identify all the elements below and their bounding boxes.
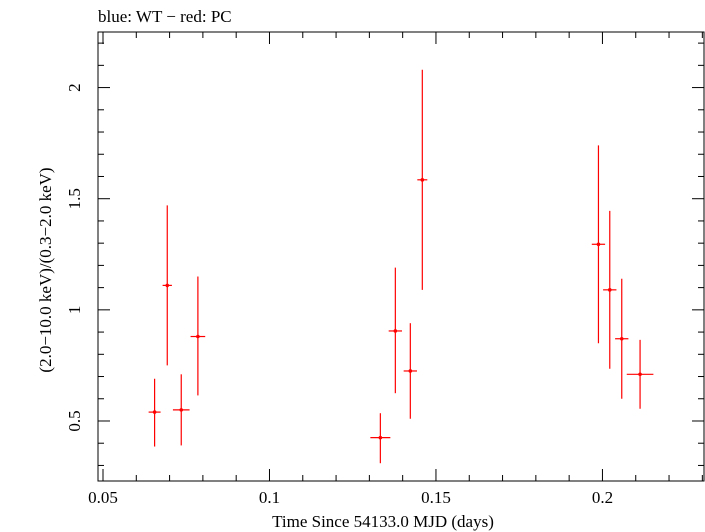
- point-marker: [638, 372, 642, 377]
- point-marker: [152, 410, 157, 414]
- x-axis: 0.05 0.1 0.15 0.2: [88, 32, 703, 507]
- y-tick-label: 0.5: [65, 410, 84, 431]
- y-tick-label: 1: [65, 306, 84, 315]
- point-marker: [607, 288, 612, 292]
- point-marker: [378, 435, 383, 440]
- point-marker: [408, 369, 413, 373]
- x-tick-label: 0.1: [259, 488, 280, 507]
- point-marker: [393, 329, 398, 333]
- data-point: [370, 413, 391, 464]
- data-point: [615, 278, 629, 399]
- data-point: [190, 276, 206, 396]
- y-axis: 0.5 1 1.5 2: [65, 42, 704, 466]
- data-point: [388, 267, 402, 394]
- y-tick-label: 1.5: [65, 188, 84, 209]
- data-series-pc: [148, 69, 654, 464]
- data-point: [603, 210, 617, 369]
- data-point: [172, 374, 190, 446]
- x-tick-label: 0.2: [592, 488, 613, 507]
- y-axis-label: (2.0−10.0 keV)/(0.3−2.0 keV): [36, 167, 55, 372]
- data-point: [162, 205, 172, 366]
- x-tick-label: 0.15: [421, 488, 451, 507]
- point-marker: [619, 336, 624, 341]
- data-point: [148, 378, 161, 447]
- point-marker: [596, 242, 601, 247]
- data-point: [417, 69, 428, 290]
- data-point: [403, 323, 417, 419]
- point-marker: [420, 178, 425, 182]
- point-marker: [165, 283, 170, 288]
- chart-title: blue: WT − red: PC: [98, 7, 232, 26]
- plot-frame: [97, 31, 705, 482]
- data-point: [591, 145, 606, 344]
- x-tick-label: 0.05: [88, 488, 118, 507]
- data-point: [626, 339, 654, 409]
- point-marker: [179, 408, 184, 412]
- x-axis-label: Time Since 54133.0 MJD (days): [272, 512, 494, 531]
- point-marker: [196, 334, 200, 339]
- y-tick-label: 2: [65, 83, 84, 92]
